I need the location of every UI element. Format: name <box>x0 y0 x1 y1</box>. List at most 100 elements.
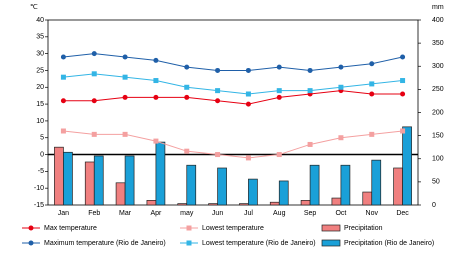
marker <box>245 91 251 97</box>
marker <box>245 155 251 161</box>
marker <box>153 78 159 84</box>
marker <box>338 64 344 70</box>
y-tick-label: -10 <box>34 185 44 192</box>
bar <box>93 155 104 206</box>
y2-tick-label: 250 <box>432 86 444 93</box>
marker <box>122 54 128 60</box>
marker <box>338 135 344 141</box>
marker <box>400 54 406 60</box>
y-tick-label: 0 <box>40 151 44 158</box>
marker <box>400 91 406 97</box>
marker <box>215 98 221 104</box>
y-tick-label: 30 <box>36 50 44 57</box>
bar <box>309 164 320 206</box>
bar <box>177 203 188 206</box>
legend-label: Precipitation <box>344 225 383 232</box>
bar <box>217 167 227 206</box>
marker <box>184 84 190 90</box>
y2-tick-label: 400 <box>432 17 444 24</box>
x-tick-label: Jun <box>212 210 223 217</box>
legend-label: Precipitation (Rio de Janeiro) <box>344 240 434 247</box>
x-tick-label: Mar <box>119 210 132 217</box>
legend-label: Lowest temperature (Rio de Janeiro) <box>202 240 316 247</box>
marker <box>369 131 375 137</box>
marker <box>60 74 66 80</box>
bar <box>278 180 289 206</box>
y-tick-label: -15 <box>34 202 44 209</box>
marker <box>307 67 313 73</box>
marker <box>338 84 344 90</box>
marker <box>245 101 251 107</box>
legend-label: Maximum temperature (Rio de Janeiro) <box>44 240 166 247</box>
marker <box>215 67 221 73</box>
marker <box>369 91 375 97</box>
x-tick-label: may <box>180 210 194 217</box>
marker <box>184 148 190 154</box>
x-tick-label: Oct <box>335 210 346 217</box>
line <box>63 73 403 95</box>
marker <box>91 71 97 77</box>
marker <box>60 128 66 134</box>
x-tick-label: Jan <box>58 210 69 217</box>
y2-unit: mm <box>432 4 444 11</box>
y-tick-label: 10 <box>36 118 44 125</box>
marker <box>276 64 282 70</box>
marker <box>153 138 159 144</box>
x-tick-label: Apr <box>150 210 162 217</box>
bar <box>269 201 280 206</box>
x-tick-label: Jul <box>244 210 253 217</box>
marker <box>153 94 159 100</box>
marker <box>91 51 97 57</box>
marker <box>184 94 190 100</box>
bar <box>186 164 197 206</box>
marker <box>276 94 282 100</box>
marker <box>60 98 66 104</box>
x-tick-label: Aug <box>273 210 286 217</box>
bar <box>54 146 64 206</box>
marker <box>369 61 375 67</box>
marker <box>245 67 251 73</box>
y2-tick-label: 50 <box>432 179 440 186</box>
marker <box>122 94 128 100</box>
legend-swatch <box>321 239 341 247</box>
marker <box>307 141 313 147</box>
legend-marker <box>28 240 34 246</box>
marker <box>91 131 97 137</box>
bar <box>146 200 157 206</box>
y-tick-label: -5 <box>38 168 44 175</box>
marker <box>215 88 221 94</box>
x-tick-label: Sep <box>304 210 317 217</box>
bar <box>63 151 73 206</box>
legend-swatch <box>321 224 341 232</box>
legend-marker <box>28 225 34 231</box>
x-tick-label: Nov <box>366 210 379 217</box>
bar <box>331 197 342 206</box>
y-tick-label: 40 <box>36 17 44 24</box>
bar <box>208 203 218 206</box>
y-unit: ℃ <box>30 4 38 11</box>
legend-marker <box>186 225 192 231</box>
bar <box>115 182 126 206</box>
legend-label: Max temperature <box>44 225 97 232</box>
marker <box>122 131 128 137</box>
y-tick-label: 15 <box>36 101 44 108</box>
marker <box>122 74 128 80</box>
bar <box>402 126 412 206</box>
bar <box>84 161 95 206</box>
bar <box>239 203 249 206</box>
marker <box>369 81 375 87</box>
line <box>63 90 403 105</box>
y2-tick-label: 100 <box>432 156 444 163</box>
line <box>63 130 403 159</box>
bar <box>300 200 311 206</box>
y-tick-label: 5 <box>40 135 44 142</box>
marker <box>153 57 159 63</box>
marker <box>215 152 221 158</box>
marker <box>276 152 282 158</box>
marker <box>400 128 406 134</box>
y2-tick-label: 150 <box>432 132 444 139</box>
bar <box>393 167 403 206</box>
legend-label: Lowest temperature <box>202 225 264 232</box>
